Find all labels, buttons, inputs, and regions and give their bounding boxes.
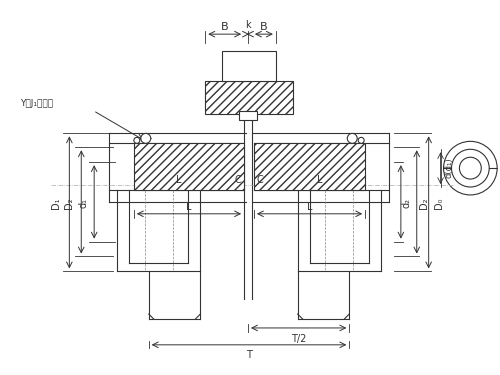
Text: D₁: D₁	[52, 197, 62, 208]
Bar	[134, 143, 244, 190]
Circle shape	[452, 149, 489, 187]
Text: d₂: d₂	[402, 198, 412, 208]
Bar	[222, 51, 276, 81]
Text: Y、J₁型轴孔: Y、J₁型轴孔	[20, 99, 53, 108]
Text: L: L	[176, 175, 182, 185]
Text: D₀: D₀	[434, 197, 444, 208]
Text: k: k	[245, 20, 251, 30]
Circle shape	[141, 134, 150, 143]
Text: L: L	[186, 202, 192, 212]
Text: C: C	[256, 175, 264, 185]
Bar	[239, 111, 257, 120]
Text: L: L	[316, 175, 322, 185]
Text: d₁: d₁	[78, 198, 88, 208]
Text: B: B	[221, 22, 228, 32]
Text: d(d₁): d(d₁)	[444, 158, 454, 178]
Text: D₂: D₂	[418, 197, 428, 208]
Text: T/2: T/2	[291, 334, 306, 344]
Text: L: L	[307, 202, 312, 212]
Text: D₂: D₂	[64, 197, 74, 208]
Bar	[206, 81, 292, 114]
Bar	[254, 143, 365, 190]
Text: T: T	[246, 350, 252, 360]
Circle shape	[358, 137, 364, 143]
Circle shape	[444, 141, 497, 195]
Text: C: C	[234, 175, 242, 185]
Circle shape	[348, 134, 357, 143]
Circle shape	[134, 137, 140, 143]
Text: B: B	[260, 22, 268, 32]
Circle shape	[460, 157, 481, 179]
